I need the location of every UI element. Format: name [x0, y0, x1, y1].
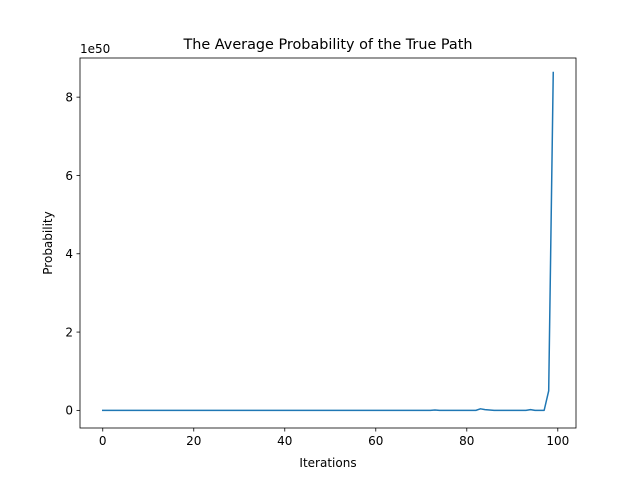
- x-tick-label: 40: [277, 434, 292, 448]
- x-axis-label: Iterations: [299, 456, 356, 470]
- x-tick-label: 60: [368, 434, 383, 448]
- plot-frame: [79, 57, 577, 429]
- y-tick-label: 2: [65, 325, 73, 339]
- x-tick-label: 100: [546, 434, 569, 448]
- chart-title: The Average Probability of the True Path: [182, 37, 472, 53]
- y-tick-label: 6: [65, 169, 73, 183]
- y-axis-offset-label: 1e50: [80, 42, 110, 56]
- y-tick-label: 0: [65, 404, 73, 418]
- y-tick-label: 4: [65, 247, 73, 261]
- y-axis-label: Probability: [41, 211, 55, 274]
- axis-ticks: 0 20 40 60 80 100 0 2 4 6 8: [65, 90, 569, 448]
- x-tick-label: 0: [99, 434, 107, 448]
- series-line: [102, 71, 555, 412]
- x-tick-label: 20: [186, 434, 201, 448]
- series-group: [102, 71, 555, 412]
- y-tick-label: 8: [65, 90, 73, 104]
- x-tick-label: 80: [459, 434, 474, 448]
